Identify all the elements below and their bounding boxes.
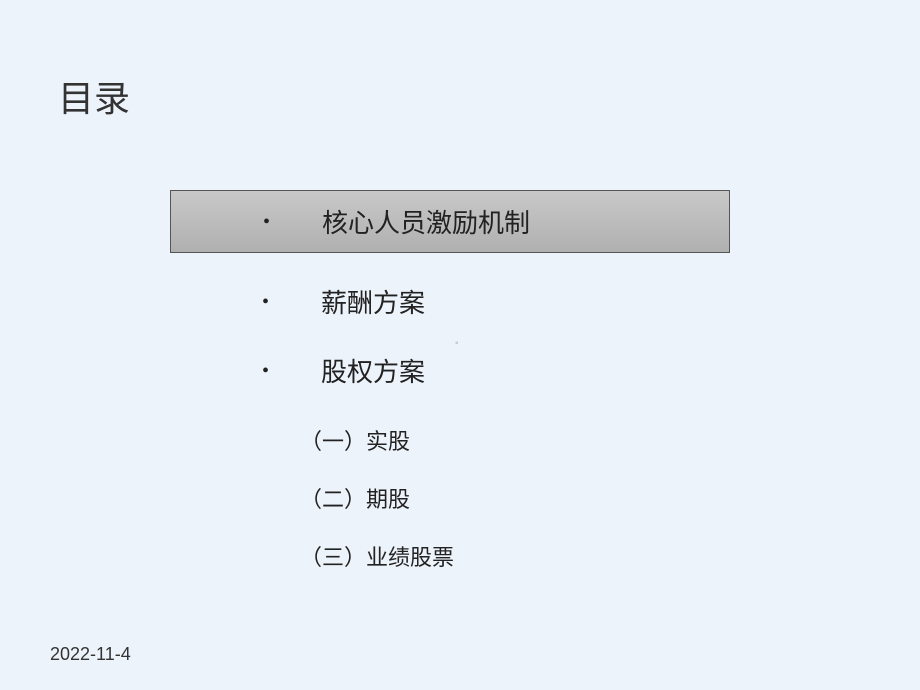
toc-subitem: （二）期股 xyxy=(300,469,730,527)
bullet-icon: • xyxy=(263,212,270,232)
page-title: 目录 xyxy=(58,70,130,122)
bullet-icon: • xyxy=(262,361,269,381)
toc-item: • 股权方案 xyxy=(170,340,730,401)
toc-subitem: （三）业绩股票 xyxy=(300,527,730,585)
toc-item-text: 核心人员激励机制 xyxy=(322,203,530,240)
bullet-icon: • xyxy=(262,292,269,312)
date-footer: 2022-11-4 xyxy=(50,644,131,665)
toc-item-text: 股权方案 xyxy=(321,352,425,389)
slide-container: 目录 • 核心人员激励机制 • 薪酬方案 • 股权方案 （一）实股 （二）期股 … xyxy=(0,0,920,690)
watermark-icon: ▪ xyxy=(455,338,459,349)
toc-item-highlighted: • 核心人员激励机制 xyxy=(170,190,730,253)
toc-subitem: （一）实股 xyxy=(300,411,730,469)
content-area: • 核心人员激励机制 • 薪酬方案 • 股权方案 （一）实股 （二）期股 （三）… xyxy=(170,190,730,585)
sub-items-container: （一）实股 （二）期股 （三）业绩股票 xyxy=(300,411,730,585)
toc-item-text: 薪酬方案 xyxy=(321,283,425,320)
toc-item: • 薪酬方案 xyxy=(170,271,730,332)
